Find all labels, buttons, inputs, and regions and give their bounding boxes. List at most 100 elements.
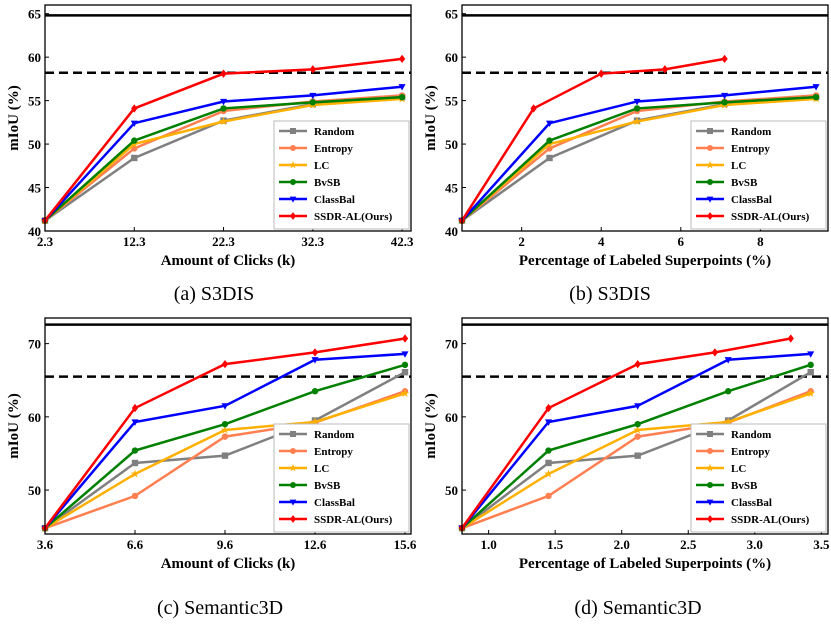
panel-c-xtick-label: 15.6 [394, 537, 417, 552]
panel-a-xtick-label: 22.3 [212, 234, 235, 249]
panel-c-point-0-4 [401, 368, 409, 376]
panel-d-point-0-1 [545, 459, 552, 467]
panel-c-xlabel: Amount of Clicks (k) [161, 556, 296, 572]
panel-d-xtick-label: 1.0 [480, 537, 496, 552]
panel-b-legend-label: LC [731, 160, 746, 172]
panel-b-point-3-1 [546, 137, 553, 144]
panel-a-xtick-label: 12.3 [123, 234, 146, 249]
panel-b-ylabel: mIoU (%) [423, 85, 439, 150]
panel-b-ytick-label: 65 [445, 7, 459, 22]
panel-d-point-3-2 [634, 420, 641, 428]
panel-d-legend-marker [707, 482, 713, 488]
panel-a-legend-marker [289, 196, 297, 203]
panel-a-point-3-1 [131, 137, 138, 144]
panel-a-point-4-3 [309, 92, 317, 100]
panel-d-legend [690, 423, 827, 533]
panel-a-ytick-label: 40 [28, 224, 41, 239]
panel-c-ytick-label: 70 [28, 337, 41, 352]
panel-c-point-4-2 [221, 403, 229, 410]
panel-a-legend-marker [290, 179, 296, 185]
panel-d-caption: (d) Semantic3D [574, 597, 701, 619]
panel-c-point-0-2 [221, 452, 229, 459]
panel-b-point-2-2 [632, 116, 642, 126]
panel-d-point-3-1 [545, 447, 552, 454]
panel-d-legend-label: BvSB [731, 480, 758, 492]
panel-a-point-0-1 [131, 154, 138, 162]
panel-d-xtick-label: 1.5 [547, 537, 564, 552]
panel-d-point-0-4 [807, 368, 814, 376]
panel-c-legend-label: ClassBal [314, 497, 355, 509]
panel-d-legend-label: SSDR-AL(Ours) [731, 514, 810, 526]
panel-c-ylabel: mIoU (%) [6, 393, 22, 458]
panel-c-point-5-3 [311, 348, 319, 357]
panel-b: 2 4 6 8 40 45 50 55 60 65 Percentage of Labeled Su… [423, 4, 829, 305]
panel-a-legend-label: SSDR-AL(Ours) [314, 211, 393, 223]
panel-b-point-4-3 [721, 92, 729, 100]
panel-d-frame [461, 317, 829, 535]
panel-c-xtick-label: 9.6 [217, 537, 234, 552]
panel-b-point-5-3 [661, 65, 669, 74]
panel-c-point-4-3 [311, 357, 319, 364]
panel-d-legend-marker [706, 499, 714, 506]
panel-c-legend-marker [290, 515, 296, 523]
panel-a-legend-marker [290, 145, 296, 151]
panel-d-point-4-4 [807, 351, 815, 358]
panel-b-legend-label: Entropy [731, 143, 770, 155]
panel-a-ytick-label: 45 [28, 181, 42, 196]
panel-a-point-4-1 [130, 120, 138, 128]
panel-d-point-1-1 [545, 492, 552, 500]
panel-d-ytick-label: 70 [445, 337, 458, 352]
panel-d-xtick-label: 2.0 [614, 537, 630, 552]
panel-c-legend-marker [290, 431, 296, 437]
panel-a-ylabel: mIoU (%) [6, 85, 22, 150]
panel-a-caption: (a) S3DIS [174, 283, 255, 305]
panel-c-point-2-3 [310, 417, 320, 426]
panel-a-point-3-2 [220, 105, 227, 112]
panel-a-point-5-3 [309, 65, 317, 74]
panel-d-point-2-4 [806, 388, 815, 398]
panel-a-point-5-1 [131, 104, 138, 113]
panel-a-point-4-4 [398, 84, 406, 91]
panel-a-ytick-label: 65 [28, 7, 42, 22]
panel-d-point-2-1 [544, 469, 553, 478]
panel-b-xtick-label: 6 [678, 234, 685, 249]
panel-a-point-3-3 [309, 99, 317, 106]
panel-b-legend-marker [707, 179, 713, 185]
panel-d: 1.0 1.5 2.0 2.5 3.0 3.5 50 60 70 Percentage of La… [423, 317, 830, 619]
panel-c-point-3-1 [131, 447, 139, 454]
panel-c-ytick-label: 50 [28, 483, 41, 498]
panel-d-point-4-3 [724, 357, 732, 364]
panel-d-legend-marker [707, 431, 713, 437]
panel-a-legend-label: LC [314, 160, 329, 172]
panel-c-point-1-1 [131, 492, 139, 500]
panel-d-legend-label: Random [731, 429, 771, 441]
panel-d-ylabel: mIoU (%) [423, 393, 439, 458]
panel-b-caption: (b) S3DIS [569, 283, 651, 305]
panel-b-legend-label: SSDR-AL(Ours) [731, 211, 810, 223]
panel-d-point-2-3 [723, 417, 733, 426]
panel-a-legend [273, 120, 410, 230]
panel-d-point-5-1 [545, 403, 552, 413]
panel-c-legend [273, 423, 410, 533]
panel-b-point-3-4 [812, 93, 820, 101]
panel-d-xtick-label: 3.5 [813, 537, 830, 552]
panel-b-legend-label: BvSB [731, 177, 758, 189]
panel-d-legend-marker [707, 515, 713, 523]
panel-d-legend-label: Entropy [731, 446, 770, 458]
panel-a-point-2-2 [219, 116, 228, 126]
panel-c-ytick-label: 60 [28, 410, 41, 425]
panel-d-point-5-4 [787, 334, 794, 343]
panel-b-legend-label: Random [731, 126, 771, 138]
panel-a-point-5-2 [220, 69, 227, 78]
panel-c-xtick-label: 3.6 [37, 537, 54, 552]
panel-d-point-0-2 [634, 452, 641, 459]
panel-c-point-2-4 [400, 388, 410, 398]
panel-b-legend-label: ClassBal [731, 194, 772, 206]
panel-d-point-5-3 [711, 348, 719, 357]
panel-a-ytick-label: 60 [28, 50, 41, 65]
panel-c: 3.6 6.6 9.6 12.6 15.6 50 60 70 Amount of Clicks … [6, 317, 417, 619]
panel-a-legend-marker [289, 160, 297, 169]
panel-a-legend-label: BvSB [314, 177, 341, 189]
panel-b-point-4-1 [546, 120, 554, 128]
